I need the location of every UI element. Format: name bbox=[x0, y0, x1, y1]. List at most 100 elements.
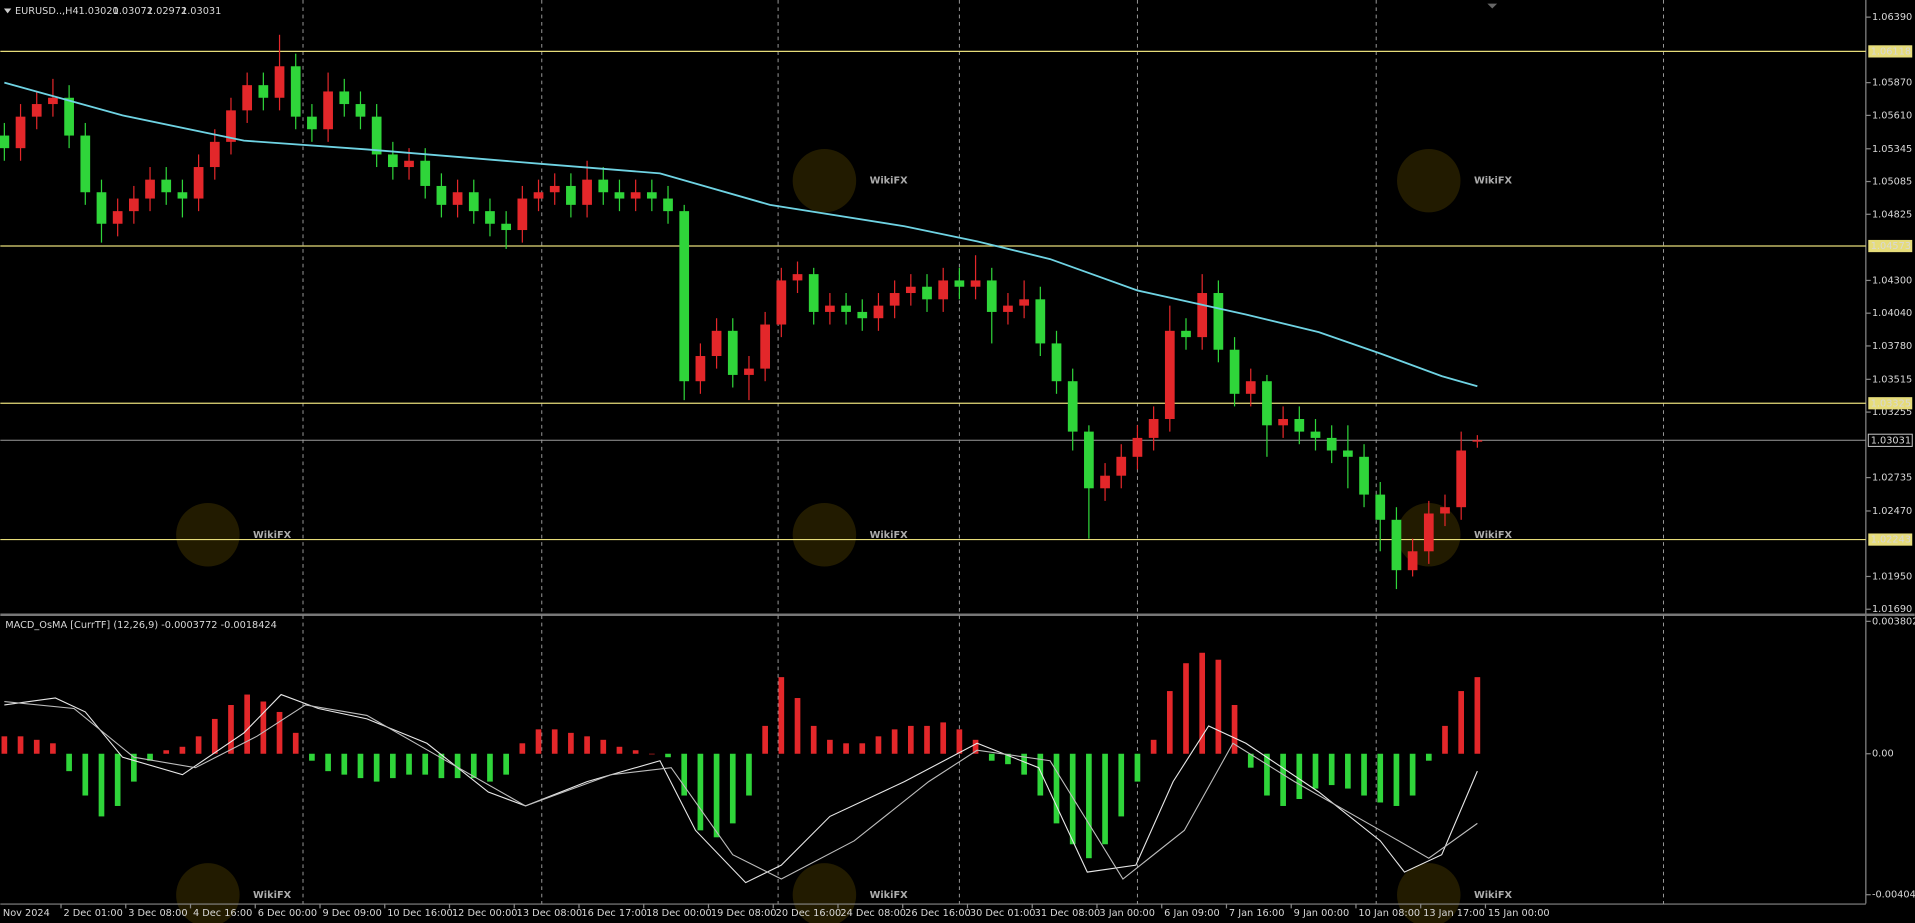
y-tick-label: 1.04300 bbox=[1872, 275, 1912, 286]
watermark-text: WikiFX bbox=[253, 890, 292, 901]
candle-body bbox=[1164, 330, 1175, 420]
indicator-title: MACD_OsMA [CurrTF] (12,26,9) -0.0003772 … bbox=[5, 620, 277, 631]
histogram-bar bbox=[924, 725, 930, 754]
watermark-logo bbox=[792, 503, 857, 567]
histogram-bar bbox=[778, 677, 785, 754]
candle-body bbox=[177, 192, 188, 199]
histogram-bar bbox=[66, 753, 72, 772]
x-tick-label: 6 Dec 00:00 bbox=[258, 908, 317, 919]
histogram-bar bbox=[681, 753, 688, 796]
y-tick-label: 1.06390 bbox=[1872, 12, 1912, 23]
candle-body bbox=[517, 198, 528, 231]
histogram-bar bbox=[1021, 753, 1027, 775]
histogram-bar bbox=[1474, 677, 1481, 754]
histogram-bar bbox=[649, 753, 655, 755]
candle-body bbox=[1472, 440, 1483, 442]
x-tick-label: 10 Dec 16:00 bbox=[387, 908, 453, 919]
histogram-bar bbox=[810, 725, 817, 754]
menu-triangle[interactable] bbox=[3, 8, 12, 14]
watermark-logo bbox=[1397, 148, 1461, 213]
candle-body bbox=[371, 116, 382, 155]
histogram-bar bbox=[1183, 663, 1189, 754]
histogram-bar bbox=[341, 753, 348, 775]
candle-body bbox=[436, 185, 447, 205]
candle-body bbox=[1326, 437, 1337, 451]
candle-body bbox=[290, 66, 301, 117]
candle-body bbox=[15, 116, 26, 149]
x-tick-label: 4 Dec 16:00 bbox=[193, 908, 252, 919]
histogram-bar bbox=[843, 743, 849, 754]
histogram-bar bbox=[50, 743, 56, 754]
watermark-logo bbox=[176, 863, 240, 923]
candle-body bbox=[96, 192, 107, 224]
candle-body bbox=[0, 135, 10, 149]
candle-body bbox=[711, 330, 722, 357]
histogram-bar bbox=[713, 753, 720, 838]
candle-body bbox=[80, 135, 91, 193]
y-tick-label: 1.01690 bbox=[1872, 604, 1912, 615]
histogram-bar bbox=[940, 722, 947, 754]
x-tick-label: 6 Jan 09:00 bbox=[1164, 908, 1220, 919]
candle-body bbox=[1181, 330, 1191, 338]
histogram-bar bbox=[1393, 753, 1400, 806]
histogram-bar bbox=[519, 743, 526, 754]
y-tick-label: 1.02470 bbox=[1872, 506, 1912, 517]
x-tick-label: 20 Dec 16:00 bbox=[776, 908, 842, 919]
x-tick-label: 24 Dec 08:00 bbox=[840, 908, 906, 919]
histogram-bar bbox=[470, 753, 477, 779]
histogram-bar bbox=[276, 711, 283, 754]
histogram-bar bbox=[1199, 652, 1206, 754]
watermark-text: WikiFX bbox=[1474, 530, 1513, 541]
histogram-bar bbox=[988, 753, 995, 761]
candle-body bbox=[1084, 431, 1094, 489]
candle-body bbox=[1294, 419, 1305, 432]
histogram-bar bbox=[972, 739, 979, 754]
symbol-title: EURUSD..,H4 bbox=[15, 6, 79, 17]
histogram-bar bbox=[907, 725, 914, 754]
candle-body bbox=[1423, 513, 1434, 552]
histogram-bar bbox=[17, 736, 24, 754]
level-label: 1.06118 bbox=[1871, 46, 1911, 57]
y-tick-label: 1.03515 bbox=[1872, 374, 1912, 385]
candle-body bbox=[630, 192, 641, 199]
watermark-logo bbox=[792, 148, 857, 213]
histogram-bar bbox=[211, 718, 218, 754]
x-tick-label: 3 Jan 00:00 bbox=[1099, 908, 1155, 919]
histogram-bar bbox=[1150, 739, 1157, 754]
level-tag bbox=[1868, 397, 1913, 410]
histogram-bar bbox=[1312, 753, 1319, 789]
histogram-bar bbox=[568, 732, 574, 754]
candle-body bbox=[1035, 299, 1046, 344]
candle-body bbox=[744, 368, 754, 375]
candle-body bbox=[226, 110, 236, 142]
candle-body bbox=[31, 104, 42, 117]
histogram-bar bbox=[1425, 753, 1432, 761]
level-tag bbox=[1868, 45, 1913, 58]
histogram-bar bbox=[82, 753, 89, 796]
candle-body bbox=[1343, 450, 1353, 457]
level-label: 1.02243 bbox=[1871, 535, 1911, 546]
candle-body bbox=[1229, 349, 1240, 394]
level-tag bbox=[1868, 533, 1913, 546]
candle-body bbox=[986, 280, 997, 312]
histogram-bar bbox=[1037, 753, 1044, 796]
candle-body bbox=[841, 305, 851, 312]
histogram-bar bbox=[729, 753, 736, 824]
candle-body bbox=[760, 324, 770, 369]
candle-body bbox=[242, 85, 253, 111]
histogram-bar bbox=[406, 753, 412, 775]
candle-body bbox=[258, 85, 269, 98]
candle-body bbox=[695, 356, 706, 382]
histogram-bar bbox=[309, 753, 315, 761]
candle-body bbox=[209, 141, 220, 168]
candle-body bbox=[938, 280, 949, 300]
macd-line bbox=[4, 700, 1478, 880]
candle-body bbox=[1278, 419, 1288, 426]
candle-body bbox=[808, 274, 819, 312]
level-tag bbox=[1868, 239, 1913, 253]
candle-body bbox=[501, 223, 512, 231]
x-tick-label: 28 Nov 2024 bbox=[0, 908, 50, 919]
candle-body bbox=[889, 293, 900, 306]
